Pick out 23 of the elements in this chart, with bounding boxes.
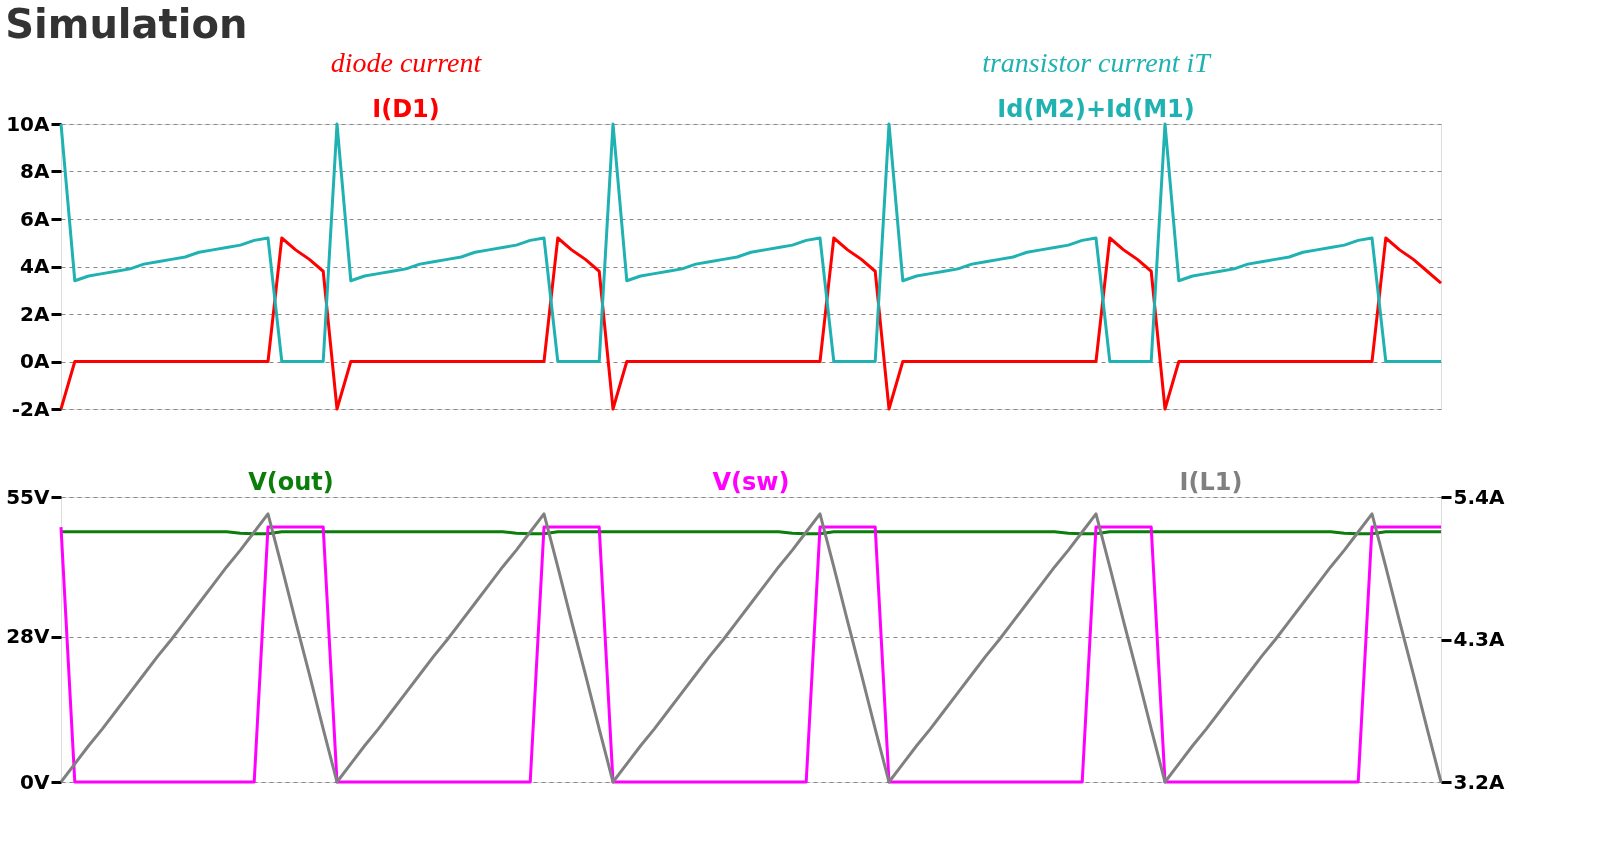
y-tick-label: 0A <box>20 349 51 373</box>
series-label: V(out) <box>248 468 334 496</box>
y-tick-label: 28V <box>6 624 51 649</box>
text: transistor current iT <box>982 47 1213 78</box>
series-label: Id(M2)+Id(M1) <box>997 95 1195 123</box>
y-tick-label: 4A <box>20 254 51 278</box>
series-label: V(sw) <box>712 468 790 496</box>
text: I(D1) <box>372 95 440 123</box>
text: diode current <box>330 47 483 78</box>
line-series <box>59 236 1443 411</box>
y-tick-label: -2A <box>11 396 51 421</box>
y-tick-label: 0V <box>20 769 51 794</box>
line-series <box>59 122 1443 363</box>
y2-tick-label: 5.4A <box>1453 484 1505 509</box>
y-tick-label: 8A <box>20 159 51 183</box>
text: I(L1) <box>1179 468 1243 496</box>
y-tick-label: 55V <box>6 484 51 509</box>
y-tick-label: 10A <box>6 111 51 136</box>
y2-tick-label: 4.3A <box>1453 627 1505 651</box>
chart-title: Simulation <box>5 0 248 47</box>
y-tick-label: 6A <box>20 206 51 231</box>
y-tick-label: 2A <box>20 301 51 326</box>
y2-tick-label: 3.2A <box>1453 769 1505 794</box>
